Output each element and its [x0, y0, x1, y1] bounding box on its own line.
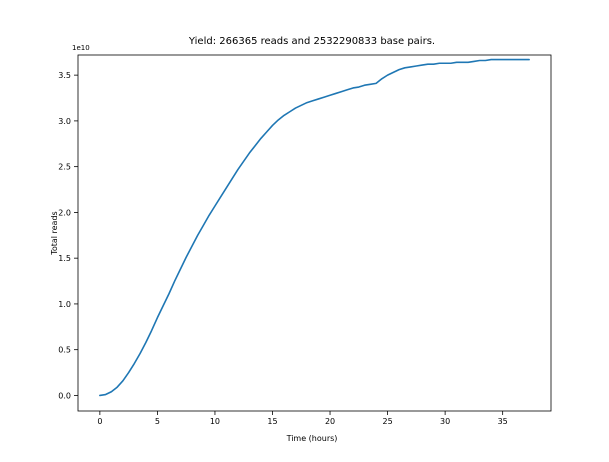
x-axis-label: Time (hours): [286, 434, 338, 443]
x-tick-label: 20: [325, 417, 335, 426]
y-tick-label: 2.0: [58, 208, 71, 217]
y-axis-label: Total reads: [50, 211, 59, 255]
y-tick-label: 0.5: [58, 346, 71, 355]
x-tick-label: 0: [97, 417, 102, 426]
y-tick-label: 3.0: [58, 117, 71, 126]
y-tick-label: 2.5: [58, 163, 71, 172]
y-axis-offset-label: 1e10: [72, 44, 90, 52]
plot-area-frame: [77, 54, 552, 412]
y-tick-label: 1.0: [58, 300, 71, 309]
y-tick-label: 3.5: [58, 71, 71, 80]
y-tick-label: 1.5: [58, 254, 71, 263]
x-axis-ticks: 0 5 10 15 20 25 30 35: [97, 411, 508, 426]
x-tick-label: 25: [382, 417, 392, 426]
x-tick-label: 5: [155, 417, 160, 426]
x-tick-label: 15: [267, 417, 277, 426]
chart-title: Yield: 266365 reads and 2532290833 base …: [188, 36, 435, 47]
series-line: [99, 58, 530, 397]
x-tick-label: 10: [210, 417, 220, 426]
y-axis-ticks: 0.0 0.5 1.0 1.5 2.0 2.5 3.0 3.5: [58, 71, 78, 400]
x-tick-label: 35: [498, 417, 508, 426]
x-tick-label: 30: [440, 417, 450, 426]
y-tick-label: 0.0: [58, 391, 71, 400]
